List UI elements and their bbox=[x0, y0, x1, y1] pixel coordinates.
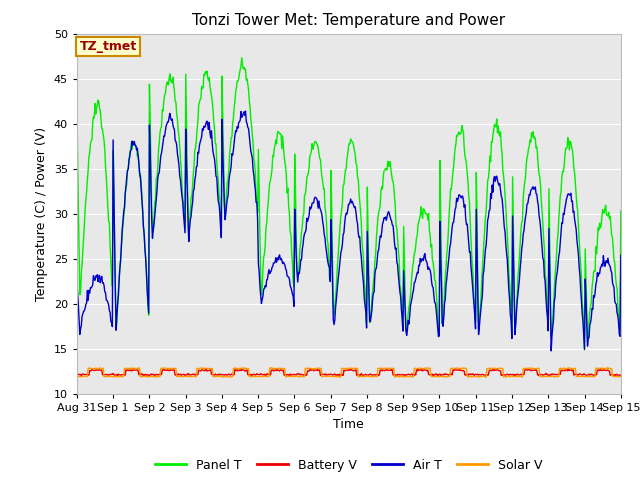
Solar V bbox=[431, 373, 439, 379]
Solar V bbox=[617, 373, 625, 379]
Legend: Panel T, Battery V, Air T, Solar V: Panel T, Battery V, Air T, Solar V bbox=[150, 454, 548, 477]
Panel T bbox=[416, 216, 424, 222]
Battery V bbox=[139, 371, 147, 377]
Air T bbox=[416, 263, 424, 268]
Panel T bbox=[194, 119, 202, 125]
Y-axis label: Temperature (C) / Power (V): Temperature (C) / Power (V) bbox=[35, 127, 48, 300]
Battery V bbox=[73, 372, 81, 377]
Panel T bbox=[238, 55, 246, 60]
Battery V bbox=[223, 372, 231, 378]
Solar V bbox=[139, 373, 147, 379]
Panel T bbox=[73, 96, 81, 102]
Battery V bbox=[617, 372, 625, 378]
Battery V bbox=[83, 372, 90, 377]
Line: Panel T: Panel T bbox=[77, 58, 621, 350]
Solar V bbox=[416, 365, 424, 371]
Solar V bbox=[194, 365, 202, 371]
Air T bbox=[223, 202, 230, 207]
Battery V bbox=[194, 372, 202, 377]
Air T bbox=[139, 207, 147, 213]
Solar V bbox=[223, 373, 230, 379]
Air T bbox=[242, 108, 250, 114]
Solar V bbox=[604, 365, 611, 371]
Title: Tonzi Tower Met: Temperature and Power: Tonzi Tower Met: Temperature and Power bbox=[192, 13, 506, 28]
Air T bbox=[83, 300, 90, 306]
Panel T bbox=[139, 208, 147, 214]
Text: TZ_tmet: TZ_tmet bbox=[79, 40, 137, 53]
Panel T bbox=[223, 187, 230, 192]
Panel T bbox=[83, 188, 90, 194]
Panel T bbox=[580, 347, 588, 353]
Panel T bbox=[617, 208, 625, 214]
Line: Solar V: Solar V bbox=[77, 368, 621, 377]
Line: Battery V: Battery V bbox=[77, 369, 621, 376]
Battery V bbox=[202, 366, 210, 372]
Solar V bbox=[73, 374, 81, 380]
Battery V bbox=[431, 371, 439, 377]
Panel T bbox=[431, 278, 439, 284]
Solar V bbox=[83, 374, 90, 380]
Air T bbox=[547, 348, 555, 354]
Line: Air T: Air T bbox=[77, 111, 621, 351]
Air T bbox=[194, 149, 202, 155]
Battery V bbox=[416, 367, 424, 373]
Air T bbox=[617, 252, 625, 258]
Air T bbox=[73, 275, 81, 280]
Battery V bbox=[510, 373, 518, 379]
X-axis label: Time: Time bbox=[333, 418, 364, 431]
Solar V bbox=[224, 374, 232, 380]
Air T bbox=[431, 300, 439, 306]
